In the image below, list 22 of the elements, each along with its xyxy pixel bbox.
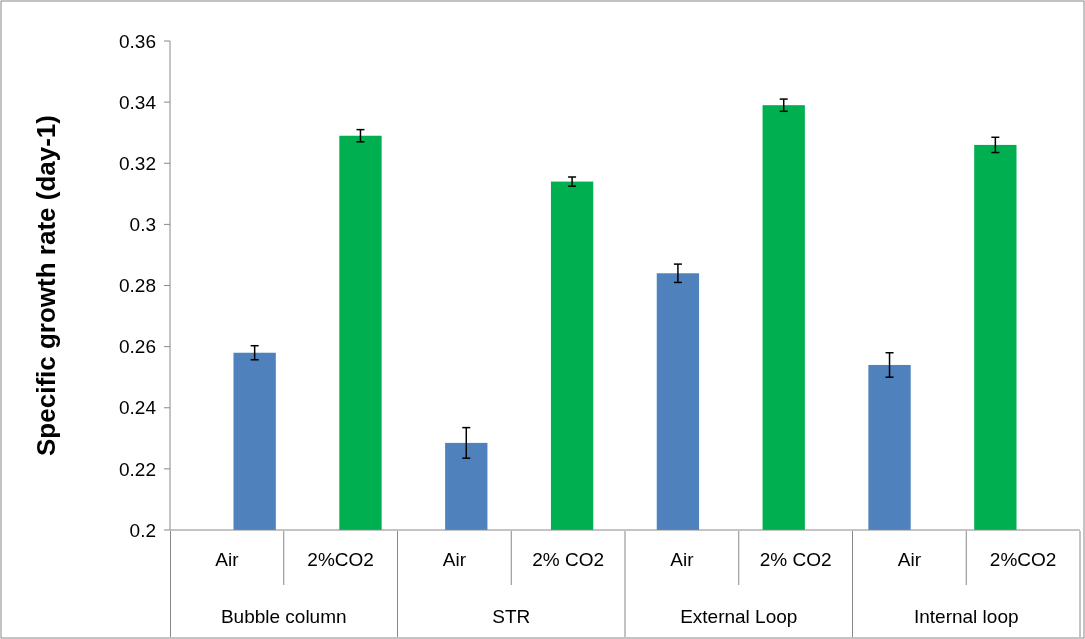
y-tick-label: 0.34 <box>119 91 157 113</box>
x-tick-label: Air <box>215 549 240 570</box>
y-tick-label: 0.22 <box>119 458 156 480</box>
x-tick-label: Air <box>442 549 467 570</box>
text: Bubble column <box>220 606 347 627</box>
y-tick-label: 0.36 <box>119 30 156 52</box>
y-tick-label: 0.28 <box>119 275 156 297</box>
y-tick-label: 0.3 <box>129 214 156 236</box>
x-tick-label: Air <box>670 549 695 570</box>
y-tick-label: 0.32 <box>119 152 156 174</box>
x-tick-label: 2% CO2 <box>532 549 605 570</box>
text: Internal loop <box>913 606 1019 627</box>
y-axis-title: Specific growth rate (day-1) <box>31 115 61 456</box>
y-tick-label: 0.2 <box>129 519 156 541</box>
y-tick-label: 0.26 <box>119 336 156 358</box>
text: STR <box>492 606 531 627</box>
x-tick-label: Air <box>897 549 922 570</box>
x-tick-label: 2%CO2 <box>989 549 1057 570</box>
x-tick-label: 2%CO2 <box>307 549 374 570</box>
y-tick-label: 0.24 <box>119 397 157 419</box>
x-tick-label: 2% CO2 <box>759 549 832 570</box>
text: External Loop <box>680 606 798 627</box>
